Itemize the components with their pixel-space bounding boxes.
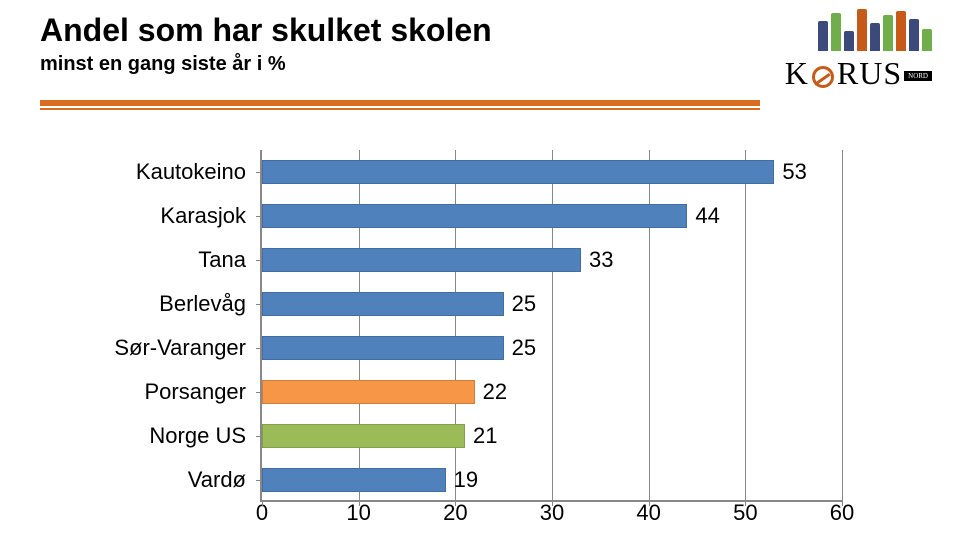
logo-text: K RUSNORD (785, 55, 932, 92)
title-block: Andel som har skulket skolen minst en ga… (40, 12, 492, 76)
category-label: Porsanger (144, 379, 262, 405)
category-label: Vardø (188, 467, 262, 493)
slide-title: Andel som har skulket skolen (40, 12, 492, 49)
bar-value-label: 19 (446, 467, 478, 493)
logo-person-icon (818, 21, 828, 51)
x-tick-mark (552, 500, 553, 506)
bar-value-label: 44 (687, 203, 719, 229)
bar (262, 380, 475, 404)
bar (262, 424, 465, 448)
header-rule-thick (40, 100, 760, 106)
x-tick-mark (842, 500, 843, 506)
x-tick-mark (359, 500, 360, 506)
bar-chart: 0102030405060Kautokeino53Karasjok44Tana3… (60, 150, 860, 530)
bar (262, 468, 446, 492)
x-tick-mark (649, 500, 650, 506)
slide-subtitle: minst en gang siste år i % (40, 53, 492, 76)
bar-value-label: 25 (504, 335, 536, 361)
category-label: Norge US (149, 423, 262, 449)
logo-person-icon (844, 31, 854, 51)
plot-area: 0102030405060Kautokeino53Karasjok44Tana3… (260, 150, 842, 502)
category-label: Sør-Varanger (114, 335, 262, 361)
bar (262, 336, 504, 360)
logo-person-icon (857, 9, 867, 51)
logo-suffix: RUS (837, 55, 902, 91)
logo-people-icon (785, 6, 932, 51)
bar-value-label: 53 (774, 159, 806, 185)
bar-value-label: 22 (475, 379, 507, 405)
bar (262, 248, 581, 272)
category-label: Tana (198, 247, 262, 273)
category-label: Kautokeino (136, 159, 262, 185)
x-tick-mark (455, 500, 456, 506)
logo-person-icon (870, 23, 880, 51)
logo-person-icon (896, 11, 906, 51)
logo-person-icon (909, 19, 919, 51)
bar-value-label: 25 (504, 291, 536, 317)
category-label: Berlevåg (159, 291, 262, 317)
logo-person-icon (883, 15, 893, 51)
grid-line (745, 150, 746, 500)
bar (262, 292, 504, 316)
korus-logo: K RUSNORD (785, 6, 932, 92)
grid-line (649, 150, 650, 500)
x-tick-mark (262, 500, 263, 506)
logo-o-icon (809, 63, 837, 91)
header-rule (40, 100, 760, 112)
bar (262, 204, 687, 228)
header-rule-thin (40, 108, 760, 110)
category-label: Karasjok (160, 203, 262, 229)
grid-line (552, 150, 553, 500)
bar-value-label: 33 (581, 247, 613, 273)
logo-person-icon (831, 13, 841, 51)
bar-value-label: 21 (465, 423, 497, 449)
logo-prefix: K (785, 55, 809, 91)
bar (262, 160, 774, 184)
x-tick-mark (745, 500, 746, 506)
logo-badge: NORD (904, 71, 932, 81)
logo-person-icon (922, 29, 932, 51)
grid-line (842, 150, 843, 500)
